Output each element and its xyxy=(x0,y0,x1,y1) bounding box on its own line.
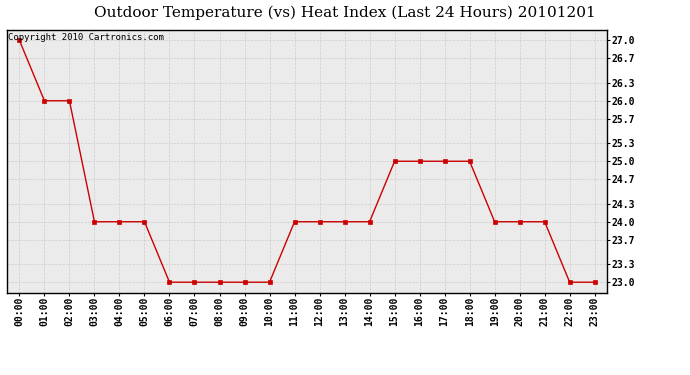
Text: Copyright 2010 Cartronics.com: Copyright 2010 Cartronics.com xyxy=(8,33,164,42)
Text: Outdoor Temperature (vs) Heat Index (Last 24 Hours) 20101201: Outdoor Temperature (vs) Heat Index (Las… xyxy=(94,6,596,20)
